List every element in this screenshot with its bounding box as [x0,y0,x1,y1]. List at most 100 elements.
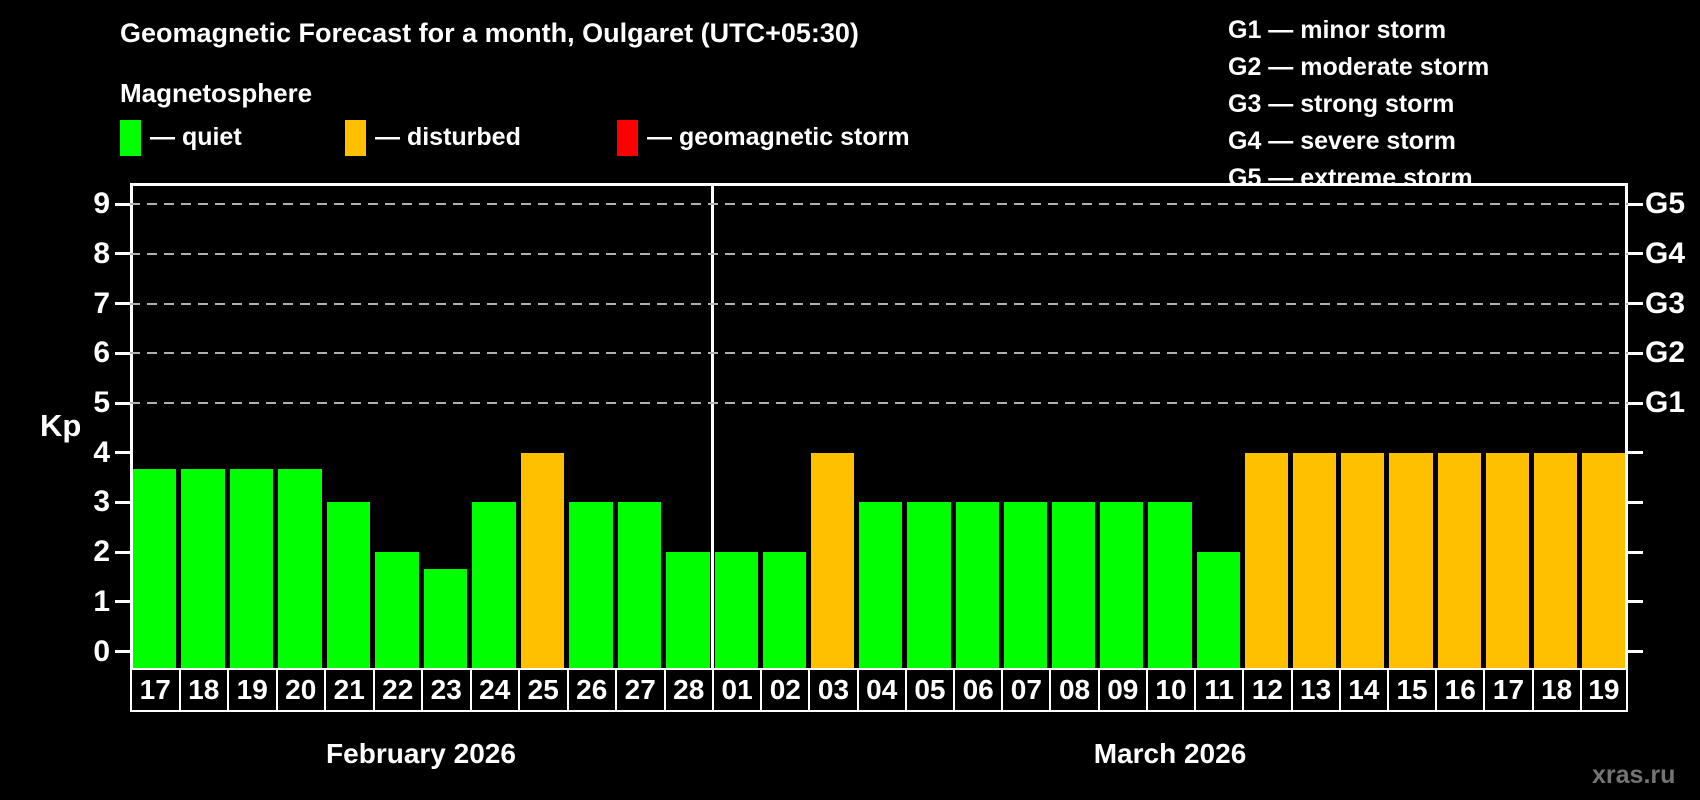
g1-legend-line: G1 — minor storm [1228,16,1447,44]
month-label-february: February 2026 [326,738,516,769]
day-label-march-07: 07 [1001,668,1050,712]
left-tick-8 [115,252,130,256]
bar-february-21 [326,502,370,668]
disturbed-legend-label: — disturbed [375,123,521,151]
left-tick-6 [115,351,130,355]
y-tick-label-7: 7 [93,286,110,320]
day-label-february-24: 24 [469,668,518,712]
day-label-march-12: 12 [1242,668,1291,712]
day-label-march-14: 14 [1338,668,1387,712]
bar-march-12 [1244,452,1289,668]
quiet-legend-label: — quiet [150,123,242,151]
axis-top-line [130,183,1628,186]
bar-february-17 [132,469,176,668]
y-tick-label-4: 4 [93,435,110,469]
right-axis-label-g5: G5 [1645,187,1686,221]
month-label-march: March 2026 [1093,738,1247,769]
right-tick-4 [1628,451,1643,455]
day-label-march-05: 05 [904,668,954,712]
bar-february-19 [229,469,273,668]
bar-february-28 [666,552,710,668]
right-axis-label-g1: G1 [1645,386,1686,419]
bar-february-23 [423,568,467,668]
day-label-march-15: 15 [1386,668,1436,712]
right-tick-6 [1628,351,1643,355]
g-scale-legend: G1 — minor storm G2 — moderate storm G3 … [1228,12,1489,197]
bar-march-07 [1003,502,1047,668]
y-tick-label-6: 6 [93,336,110,370]
left-tick-9 [115,202,130,206]
bar-february-25 [520,452,564,668]
day-label-february-19: 19 [227,668,276,712]
day-label-march-11: 11 [1194,668,1243,712]
day-label-february-27: 27 [615,668,664,712]
day-label-february-22: 22 [372,668,421,712]
y-tick-label-1: 1 [93,584,110,618]
left-tick-0 [115,650,130,653]
day-label-march-02: 02 [760,668,809,712]
day-label-february-23: 23 [421,668,470,712]
y-tick-label-3: 3 [93,485,110,519]
day-label-february-28: 28 [663,668,712,712]
bar-february-24 [472,502,516,668]
g2-legend-line: G2 — moderate storm [1228,53,1490,81]
day-label-february-25: 25 [518,668,567,712]
day-label-march-04: 04 [856,668,905,712]
bar-march-02 [762,552,806,668]
right-axis-label-g2: G2 [1645,336,1686,370]
bar-february-18 [181,469,225,668]
day-label-february-21: 21 [324,668,373,712]
day-label-february-17: 17 [130,668,179,712]
legend-title: Magnetosphere [120,78,313,108]
axis-left-line [130,183,133,668]
right-tick-9 [1628,202,1643,206]
gridline-kp8 [130,252,1628,255]
right-tick-7 [1628,302,1643,306]
storm-legend-swatch [617,120,638,156]
bar-march-18 [1534,452,1578,668]
y-tick-label-2: 2 [93,535,110,569]
y-axis-title: Kp [40,408,82,443]
left-tick-3 [115,500,130,504]
right-tick-3 [1628,500,1643,504]
bar-march-19 [1582,452,1626,668]
day-label-march-03: 03 [808,668,857,712]
bar-march-13 [1293,452,1337,668]
bar-march-11 [1196,552,1240,668]
bar-february-22 [375,552,419,668]
y-tick-label-8: 8 [93,236,110,270]
disturbed-legend-swatch [345,120,366,156]
right-axis-label-g4: G4 [1645,236,1686,270]
bar-march-10 [1148,502,1192,668]
bar-february-20 [278,469,322,668]
bar-march-14 [1341,452,1385,668]
bar-march-15 [1389,452,1433,668]
bar-february-27 [617,502,661,668]
gridline-kp9 [130,203,1628,206]
gridline-kp5 [130,402,1628,404]
day-label-march-13: 13 [1290,668,1339,712]
left-tick-2 [115,550,130,554]
left-tick-1 [115,600,130,604]
day-label-march-01: 01 [712,668,761,712]
y-tick-label-5: 5 [93,386,110,419]
gridline-kp7 [130,302,1628,305]
bar-february-26 [569,502,613,668]
right-tick-2 [1628,550,1643,554]
day-label-march-09: 09 [1097,668,1146,712]
bar-march-17 [1485,452,1530,668]
right-tick-5 [1628,401,1643,405]
bar-march-08 [1051,502,1096,668]
y-tick-label-9: 9 [93,187,110,221]
left-tick-4 [115,451,130,455]
day-label-march-19: 19 [1579,668,1628,712]
watermark: xras.ru [1592,761,1676,789]
g3-legend-line: G3 — strong storm [1228,90,1455,118]
day-label-march-18: 18 [1531,668,1580,712]
right-axis-label-g3: G3 [1645,286,1686,320]
g5-legend-line: G5 — extreme storm [1228,164,1473,192]
x-axis-day-labels: 17 18 19 20 21 22 23 24 25 26 27 28 01 02 03 04 05 06 07 08… [130,668,1628,714]
bar-march-16 [1437,452,1481,668]
day-label-february-26: 26 [566,668,615,712]
bar-march-09 [1100,502,1144,668]
